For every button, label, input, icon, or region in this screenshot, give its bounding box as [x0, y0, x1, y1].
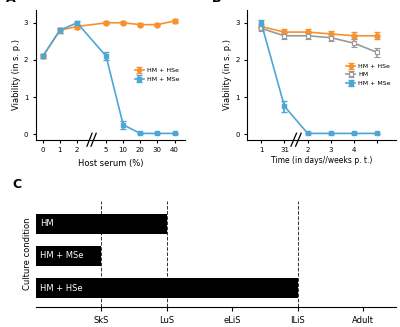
Y-axis label: Culture condition: Culture condition	[23, 218, 32, 290]
Y-axis label: Viability (in s. p.): Viability (in s. p.)	[223, 39, 232, 110]
Text: HM + MSe: HM + MSe	[40, 251, 84, 260]
Bar	[36, 278, 298, 298]
Bar	[36, 214, 167, 233]
Text: HM + HSe: HM + HSe	[40, 284, 82, 293]
Text: HM: HM	[40, 219, 54, 228]
X-axis label: Time (in days//weeks p. t.): Time (in days//weeks p. t.)	[271, 156, 372, 165]
Text: C: C	[12, 178, 22, 191]
Text: A: A	[6, 0, 16, 5]
Y-axis label: Viability (in s. p.): Viability (in s. p.)	[12, 39, 21, 110]
Legend: HM + HSe, HM, HM + MSe: HM + HSe, HM, HM + MSe	[344, 61, 393, 88]
Bar	[84, 10, 99, 140]
Text: B: B	[212, 0, 221, 5]
Bar	[289, 10, 303, 140]
Legend: HM + HSe, HM + MSe: HM + HSe, HM + MSe	[132, 65, 182, 84]
Bar	[36, 246, 102, 266]
X-axis label: Host serum (%): Host serum (%)	[78, 159, 143, 168]
